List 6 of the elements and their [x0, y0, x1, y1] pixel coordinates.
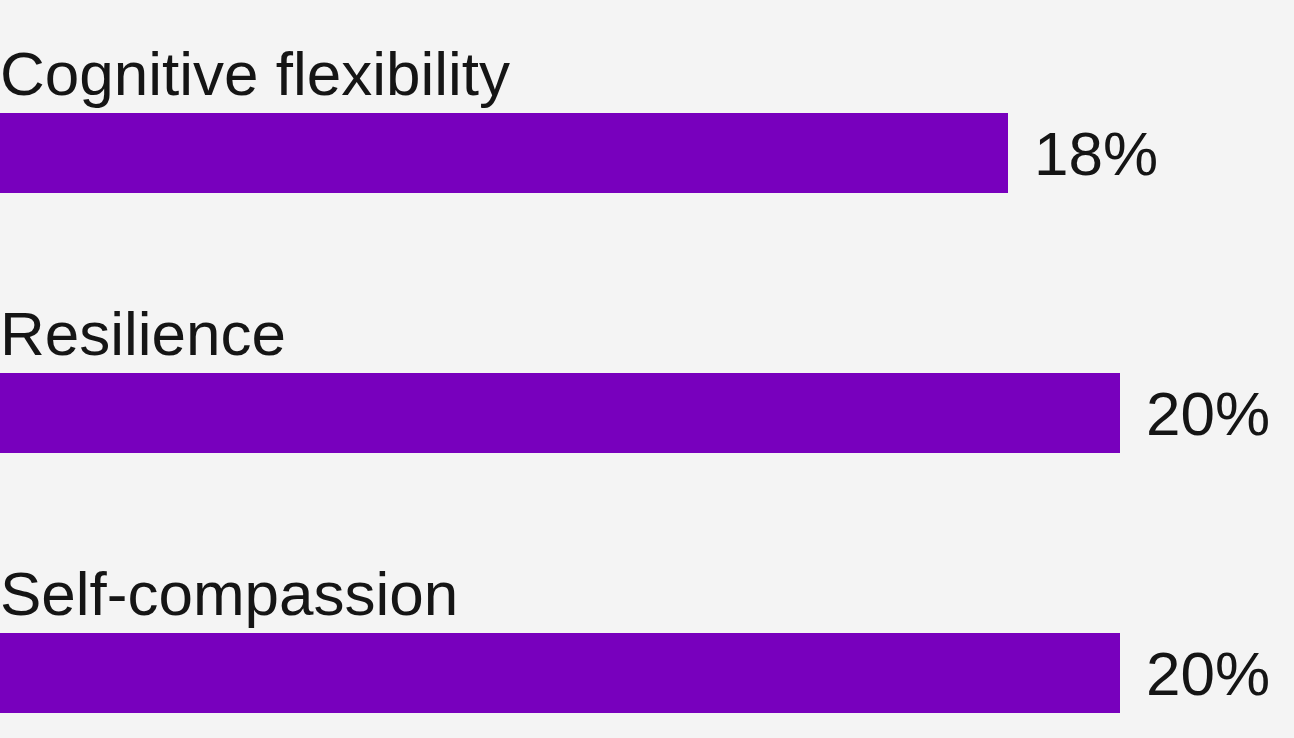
y-tick-label: Self-compassion: [0, 559, 459, 628]
data-label: 18%: [1034, 119, 1159, 188]
data-label: 20%: [1146, 639, 1271, 708]
y-tick-label: Resilience: [0, 299, 287, 368]
data-label: 20%: [1146, 379, 1271, 448]
y-tick-label: Cognitive flexibility: [0, 39, 510, 108]
